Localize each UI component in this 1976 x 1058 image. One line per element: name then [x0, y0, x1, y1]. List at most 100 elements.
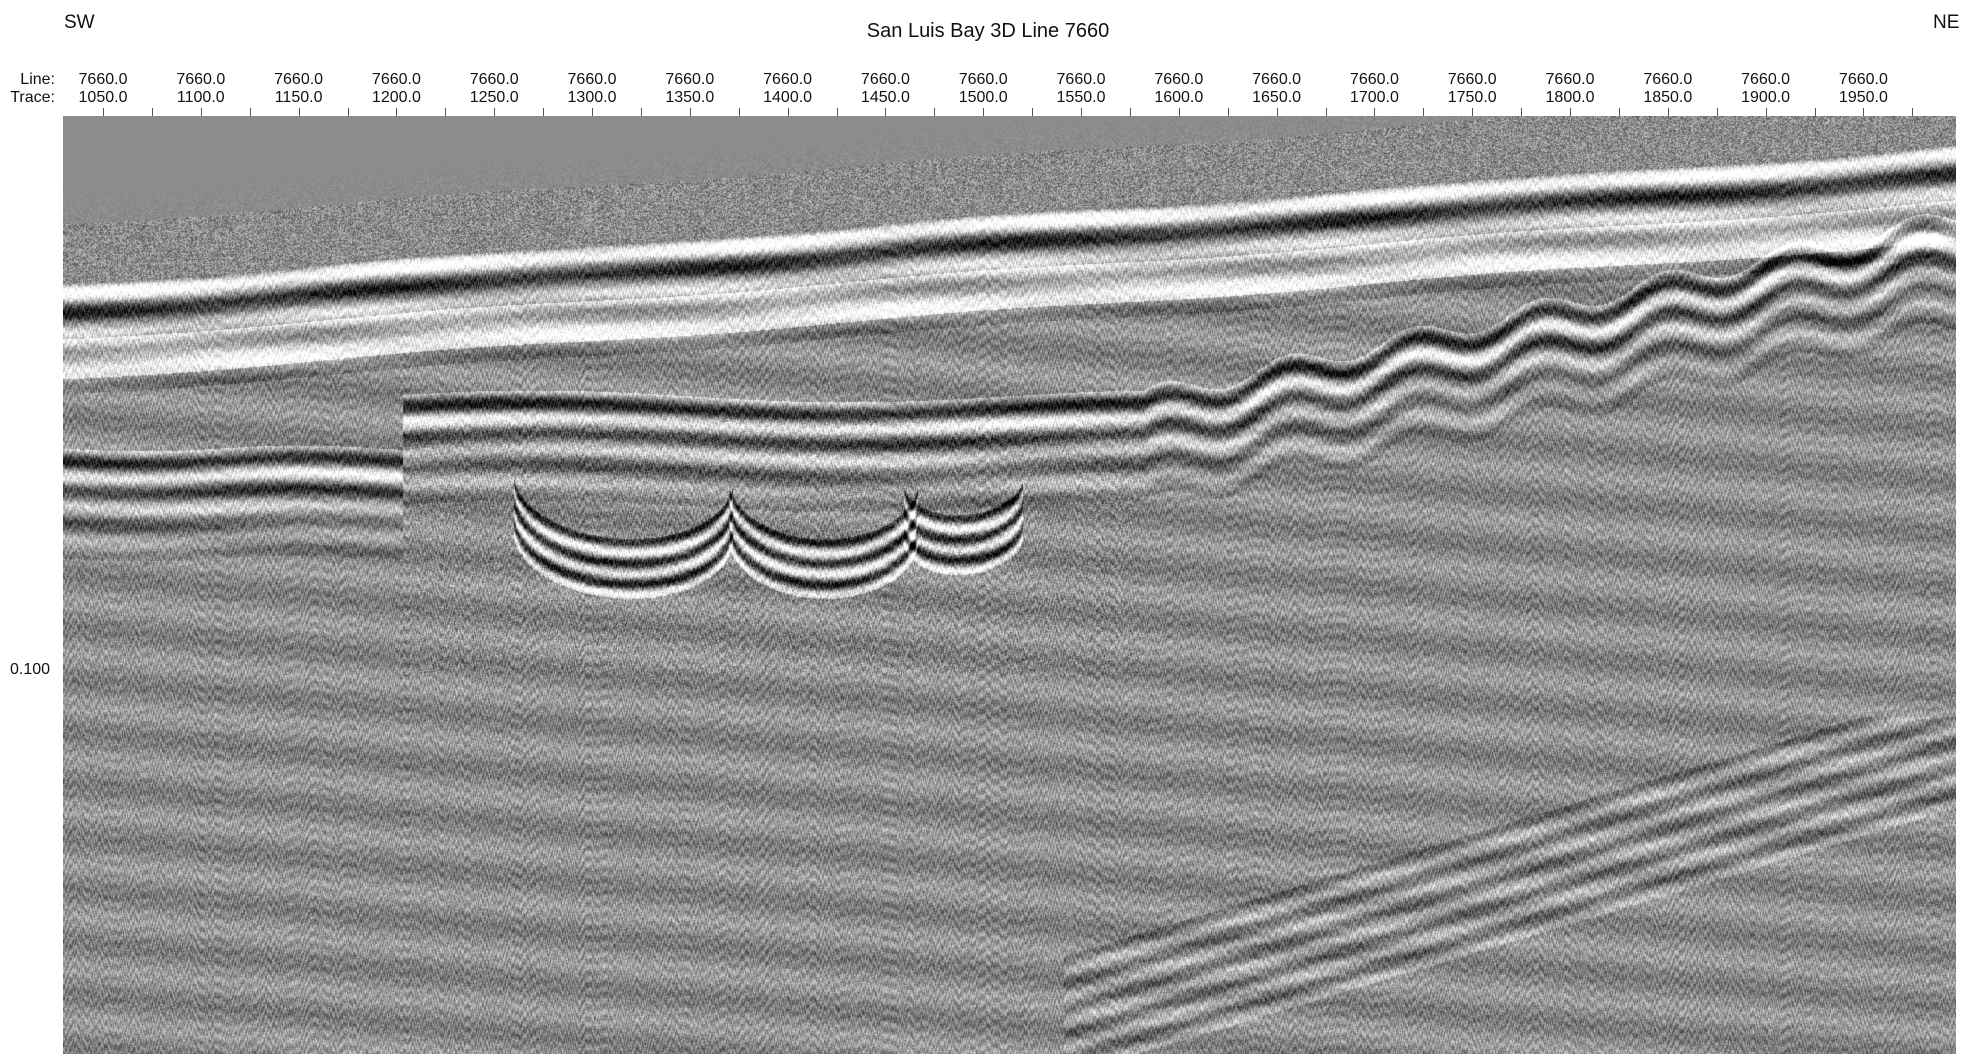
trace-tick-label: 7660.0 1650.0: [1237, 71, 1317, 107]
tick-mark: [1423, 108, 1424, 116]
tick-mark: [1032, 108, 1033, 116]
tick-mark: [592, 108, 593, 116]
tick-mark: [739, 108, 740, 116]
tick-mark: [1521, 108, 1522, 116]
tick-trace-value: 1150.0: [274, 89, 323, 106]
tick-mark: [1717, 108, 1718, 116]
tick-line-value: 7660.0: [1741, 71, 1791, 88]
tick-mark: [690, 108, 691, 116]
tick-line-value: 7660.0: [274, 71, 324, 88]
trace-tick-label: 7660.0 1450.0: [845, 71, 925, 107]
trace-tick-label: 7660.0 1800.0: [1530, 71, 1610, 107]
tick-trace-value: 1450.0: [860, 89, 910, 106]
tick-trace-value: 1200.0: [371, 89, 421, 106]
tick-line-value: 7660.0: [860, 71, 910, 88]
line-axis-label: Line:: [20, 71, 55, 88]
tick-trace-value: 1750.0: [1447, 89, 1497, 106]
tick-mark: [1326, 108, 1327, 116]
tick-line-value: 7660.0: [78, 71, 128, 88]
tick-mark: [1130, 108, 1131, 116]
trace-tick-label: 7660.0 1850.0: [1628, 71, 1708, 107]
tick-mark: [445, 108, 446, 116]
tick-mark: [1570, 108, 1571, 116]
tick-trace-value: 1500.0: [958, 89, 1008, 106]
trace-tick-label: 7660.0 1050.0: [63, 71, 143, 107]
tick-mark: [1863, 108, 1864, 116]
tick-trace-value: 1100.0: [176, 89, 225, 106]
trace-tick-label: 7660.0 1900.0: [1726, 71, 1806, 107]
tick-trace-value: 1600.0: [1154, 89, 1204, 106]
tick-mark: [934, 108, 935, 116]
direction-label-sw: SW: [64, 12, 95, 33]
tick-line-value: 7660.0: [1838, 71, 1888, 88]
tick-trace-value: 1050.0: [78, 89, 128, 106]
tick-trace-value: 1550.0: [1056, 89, 1106, 106]
tick-line-value: 7660.0: [1252, 71, 1302, 88]
trace-tick-label: 7660.0 1250.0: [454, 71, 534, 107]
tick-trace-value: 1900.0: [1741, 89, 1791, 106]
seismic-section: [63, 116, 1956, 1054]
tick-mark: [152, 108, 153, 116]
trace-tick-label: 7660.0 1700.0: [1334, 71, 1414, 107]
tick-mark: [348, 108, 349, 116]
tick-mark: [1668, 108, 1669, 116]
tick-trace-value: 1950.0: [1838, 89, 1888, 106]
direction-label-ne: NE: [1933, 12, 1960, 33]
tick-mark: [1619, 108, 1620, 116]
tick-trace-value: 1850.0: [1643, 89, 1693, 106]
tick-line-value: 7660.0: [1154, 71, 1204, 88]
tick-line-value: 7660.0: [1056, 71, 1106, 88]
tick-mark: [837, 108, 838, 116]
tick-line-value: 7660.0: [371, 71, 421, 88]
trace-tick-label: 7660.0 1550.0: [1041, 71, 1121, 107]
tick-line-value: 7660.0: [176, 71, 226, 88]
trace-tick-label: 7660.0 1950.0: [1823, 71, 1903, 107]
tick-line-value: 7660.0: [1643, 71, 1693, 88]
time-tick-label: 0.100: [10, 661, 51, 678]
tick-trace-value: 1400.0: [763, 89, 813, 106]
trace-axis-label: Trace:: [10, 89, 55, 106]
tick-mark: [788, 108, 789, 116]
tick-line-value: 7660.0: [469, 71, 519, 88]
tick-mark: [1912, 108, 1913, 116]
tick-mark: [1228, 108, 1229, 116]
tick-mark: [299, 108, 300, 116]
trace-tick-label: 7660.0 1200.0: [356, 71, 436, 107]
trace-tick-label: 7660.0 1150.0: [259, 71, 339, 107]
tick-mark: [1081, 108, 1082, 116]
trace-tick-label: 7660.0 1750.0: [1432, 71, 1512, 107]
tick-line-value: 7660.0: [958, 71, 1008, 88]
tick-mark: [885, 108, 886, 116]
tick-mark: [983, 108, 984, 116]
tick-line-value: 7660.0: [763, 71, 813, 88]
section-title: San Luis Bay 3D Line 7660: [866, 20, 1110, 42]
trace-tick-label: 7660.0 1350.0: [650, 71, 730, 107]
tick-line-value: 7660.0: [567, 71, 617, 88]
tick-mark: [641, 108, 642, 116]
tick-trace-value: 1300.0: [567, 89, 617, 106]
tick-mark: [1766, 108, 1767, 116]
tick-mark: [1277, 108, 1278, 116]
tick-mark: [201, 108, 202, 116]
seismic-image: [63, 116, 1956, 1054]
tick-line-value: 7660.0: [1349, 71, 1399, 88]
trace-tick-label: 7660.0 1500.0: [943, 71, 1023, 107]
tick-trace-value: 1800.0: [1545, 89, 1595, 106]
tick-trace-value: 1250.0: [469, 89, 519, 106]
tick-mark: [1179, 108, 1180, 116]
tick-trace-value: 1350.0: [665, 89, 715, 106]
tick-mark: [1374, 108, 1375, 116]
tick-trace-value: 1650.0: [1252, 89, 1302, 106]
tick-mark: [1472, 108, 1473, 116]
tick-mark: [103, 108, 104, 116]
trace-tick-label: 7660.0 1300.0: [552, 71, 632, 107]
tick-line-value: 7660.0: [665, 71, 715, 88]
tick-mark: [396, 108, 397, 116]
tick-mark: [494, 108, 495, 116]
tick-line-value: 7660.0: [1545, 71, 1595, 88]
trace-tick-label: 7660.0 1600.0: [1139, 71, 1219, 107]
tick-mark: [1815, 108, 1816, 116]
tick-line-value: 7660.0: [1447, 71, 1497, 88]
tick-mark: [543, 108, 544, 116]
tick-trace-value: 1700.0: [1349, 89, 1399, 106]
